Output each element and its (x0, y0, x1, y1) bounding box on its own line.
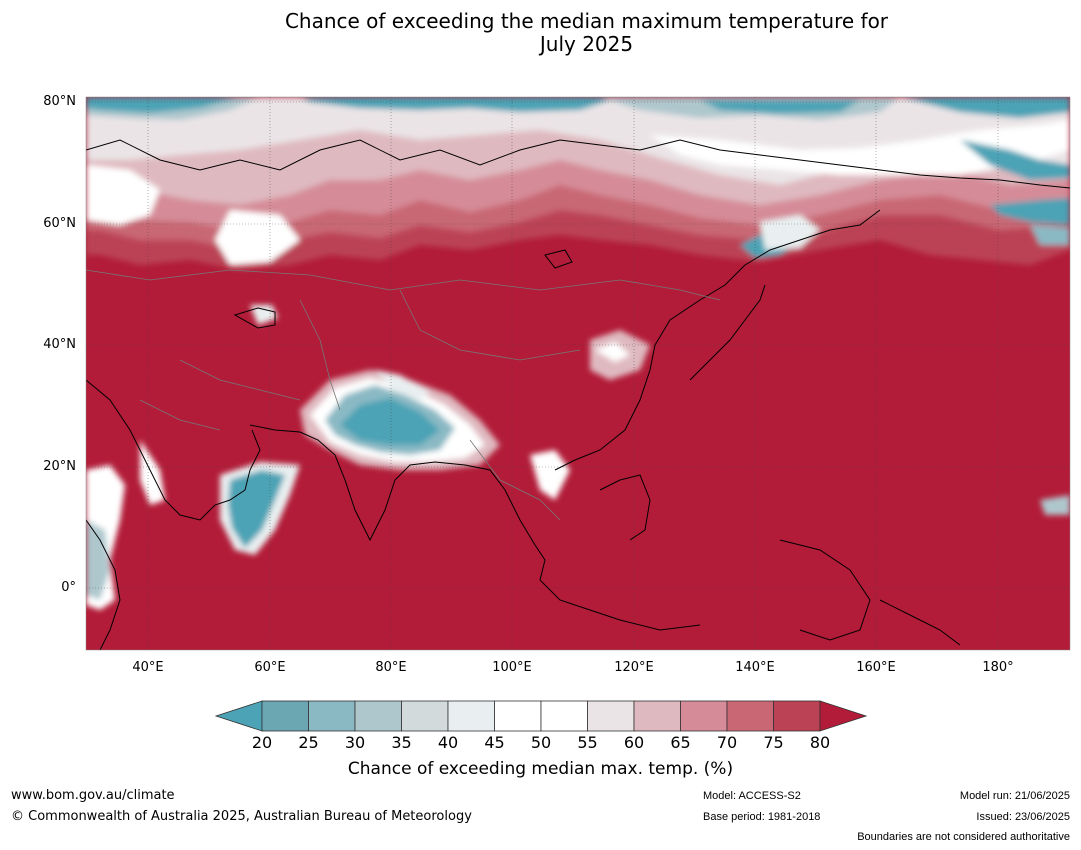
colorbar-tick-20: 20 (251, 733, 273, 752)
colorbar-tick-75: 75 (763, 733, 784, 752)
colorbar-cell-75 (726, 700, 774, 732)
map-title: Chance of exceeding the median maximum t… (46, 10, 1081, 56)
lat-label-80n: 80°N (43, 94, 76, 109)
colorbar-cell-45 (447, 700, 495, 732)
lon-label-40e: 40°E (132, 660, 164, 675)
colorbar-cell-70 (680, 700, 728, 732)
arabian-sea-below-median (220, 462, 300, 555)
lat-label-60n: 60°N (43, 216, 76, 231)
lon-label-100e: 100°E (492, 660, 532, 675)
colorbar-cell-35 (354, 700, 402, 732)
lon-label-120e: 120°E (614, 660, 654, 675)
colorbar-cells (261, 700, 821, 732)
colorbar-tick-40: 40 (437, 733, 459, 752)
footer-disclaimer: Boundaries are not considered authoritat… (857, 831, 1070, 843)
map-frame (85, 96, 1071, 651)
colorbar-tick-35: 35 (391, 733, 412, 752)
colorbar-tick-30: 30 (344, 733, 366, 752)
map-title-line1: Chance of exceeding the median maximum t… (284, 9, 889, 33)
colorbar-tick-60: 60 (623, 733, 645, 752)
colorbar-high-extension (819, 700, 868, 732)
lon-label-180: 180° (982, 660, 1014, 675)
colorbar-cell-50 (494, 700, 542, 732)
colorbar-tick-80: 80 (809, 733, 831, 752)
colorbar-low-extension (214, 700, 263, 732)
east-asia-patches (250, 305, 1070, 515)
forecast-map (85, 96, 1071, 651)
footer-issued: Issued: 23/06/2025 (976, 811, 1070, 823)
colorbar-tick-65: 65 (670, 733, 691, 752)
footer-url: www.bom.gov.au/climate (11, 788, 175, 803)
colorbar-label: Chance of exceeding median max. temp. (%… (347, 759, 734, 779)
south-asia-below-median (300, 370, 500, 470)
lat-label-20n: 20°N (43, 459, 76, 474)
footer-model: Model: ACCESS-S2 (703, 790, 801, 802)
graticule (86, 97, 1070, 650)
footer-copyright: © Commonwealth of Australia 2025, Austra… (11, 809, 472, 824)
colorbar-tick-70: 70 (716, 733, 738, 752)
colorbar-cell-65 (633, 700, 681, 732)
colorbar-tick-45: 45 (484, 733, 505, 752)
colorbar-cell-25 (261, 700, 309, 732)
colorbar-cell-30 (308, 700, 356, 732)
colorbar-tick-25: 25 (298, 733, 319, 752)
lon-label-80e: 80°E (375, 660, 407, 675)
map-title-line2: July 2025 (539, 32, 634, 56)
lon-label-60e: 60°E (254, 660, 286, 675)
colorbar-tick-50: 50 (530, 733, 552, 752)
lon-label-140e: 140°E (735, 660, 775, 675)
colorbar-cell-40 (401, 700, 449, 732)
colorbar-cell-80 (773, 700, 821, 732)
colorbar (214, 700, 868, 732)
footer-model-run: Model run: 21/06/2025 (959, 790, 1070, 802)
lat-label-0: 0° (61, 580, 76, 595)
lon-label-160e: 160°E (856, 660, 896, 675)
footer-base-period: Base period: 1981-2018 (703, 811, 821, 823)
colorbar-cell-55 (540, 700, 588, 732)
colorbar-cell-60 (587, 700, 635, 732)
lat-label-40n: 40°N (43, 337, 76, 352)
africa-below-median (86, 440, 165, 610)
country-borders (86, 269, 721, 521)
colorbar-tick-55: 55 (577, 733, 598, 752)
coastlines (86, 139, 1070, 650)
